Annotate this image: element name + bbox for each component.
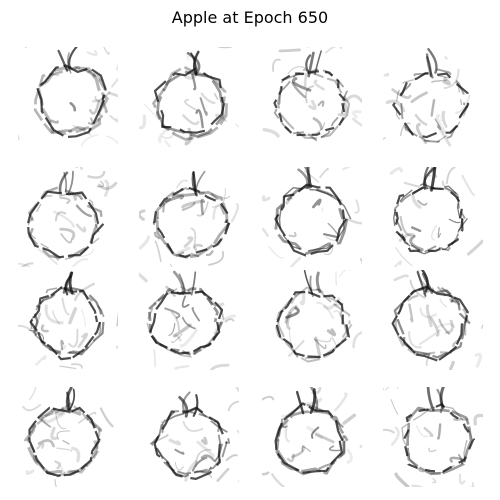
generated-sample-6 bbox=[139, 167, 239, 267]
generated-sample-10 bbox=[139, 270, 239, 370]
figure-title: Apple at Epoch 650 bbox=[171, 8, 329, 27]
generated-sample-7 bbox=[262, 167, 362, 267]
generated-sample-13 bbox=[18, 387, 118, 487]
generated-sample-11 bbox=[262, 270, 362, 370]
generated-sample-9 bbox=[18, 270, 118, 370]
generated-sample-8 bbox=[383, 167, 483, 267]
generated-sample-4 bbox=[383, 47, 483, 147]
generated-sample-16 bbox=[383, 387, 483, 487]
generated-sample-15 bbox=[262, 387, 362, 487]
generated-sample-1 bbox=[18, 47, 118, 147]
generated-sample-5 bbox=[18, 167, 118, 267]
generated-sample-2 bbox=[139, 47, 239, 147]
generated-sample-3 bbox=[262, 47, 362, 147]
generated-sample-14 bbox=[139, 387, 239, 487]
generated-sample-12 bbox=[383, 270, 483, 370]
